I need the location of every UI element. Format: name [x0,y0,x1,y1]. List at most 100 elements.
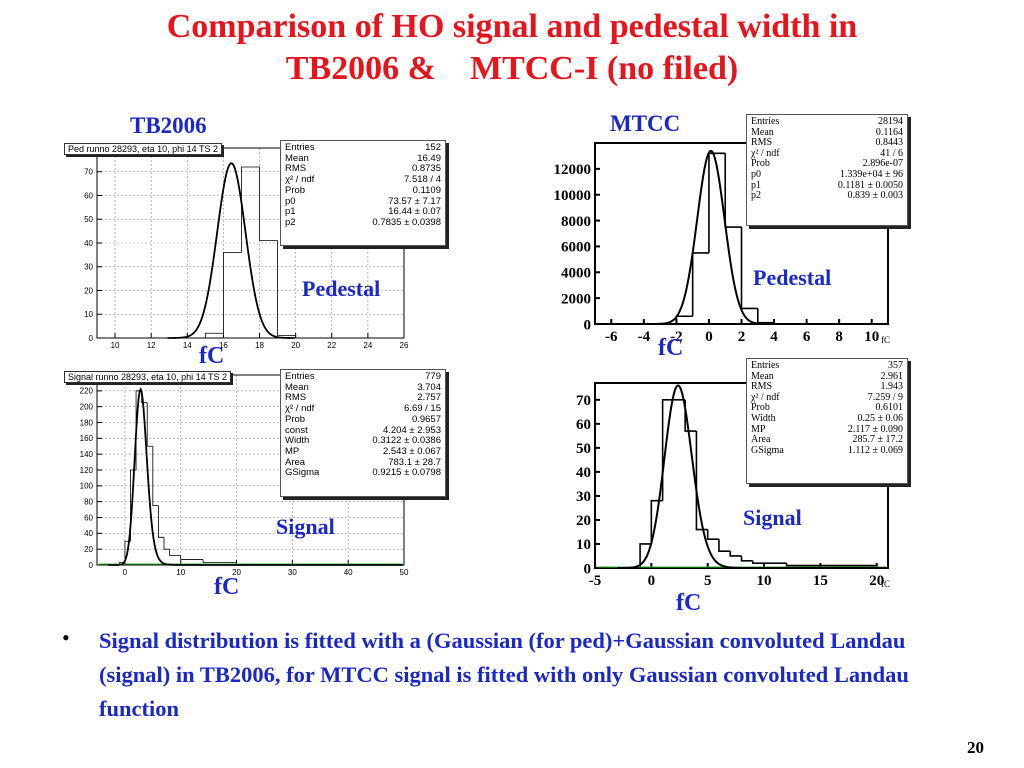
x-tick-label: 5 [704,573,712,589]
histogram-bin [146,402,153,447]
stats-key: p2 [751,190,761,202]
stats-key: MP [751,423,766,435]
x-axis-label-tb-sig: fC [214,574,240,600]
stats-key: Mean [751,370,774,382]
stats-row: χ² / ndf 6.69 / 15 [285,403,441,415]
x-tick-label: 30 [288,568,297,577]
stats-key: RMS [285,163,307,175]
x-tick-label: 10 [111,341,120,350]
x-tick-label: 15 [813,573,828,589]
stats-key: RMS [751,137,773,149]
stats-key: p1 [285,206,296,218]
stats-row: p1 0.1181 ± 0.0050 [751,179,903,192]
x-tick-label: -5 [589,573,602,589]
stats-key: Entries [285,371,315,382]
stats-row: GSigma 1.112 ± 0.069 [751,445,903,457]
x-tick-label: 20 [291,341,300,350]
stats-value: 28194 [878,116,903,127]
x-tick-label: -4 [638,329,651,345]
stats-row: MP 2.117 ± 0.090 [751,423,903,436]
stats-value: 0.839 ± 0.003 [847,190,904,202]
stats-value: 2.961 [880,370,904,382]
y-tick-label: 30 [576,489,591,505]
bullet-point-marker: • [62,625,70,650]
x-tick-label: 8 [835,329,843,345]
x-axis-corner-label: fC [881,335,890,345]
x-tick-label: 2 [738,329,746,345]
y-tick-label: 0 [584,317,592,333]
y-tick-label: 120 [80,466,94,475]
stats-value: 2.896e-07 [862,158,903,170]
x-tick-label: 0 [705,329,713,345]
y-tick-label: 20 [576,513,591,529]
histogram-bin [259,167,278,242]
stats-row: Area 285.7 ± 17.2 [751,435,903,446]
x-tick-label: 20 [869,573,884,589]
signal-label-mtcc: Signal [743,505,802,530]
fit-curve [649,149,772,325]
stats-key: χ² / ndf [751,147,780,159]
page-number: 20 [967,738,984,757]
stats-row: χ² / ndf 41 / 6 [751,147,903,160]
histogram-bin [751,560,787,564]
x-tick-label: 40 [344,568,353,577]
histogram-bin [202,559,237,564]
stats-value: 16.44 ± 0.07 [388,206,441,218]
stats-value: 357 [888,360,903,371]
stats-row: Area 783.1 ± 28.7 [285,456,441,469]
histogram-title-tb-sig: Signal runno 28293, eta 10, phi 14 TS 2 [64,371,231,383]
y-tick-label: 20 [84,286,93,295]
stats-key: GSigma [285,467,320,479]
x-tick-label: 22 [327,341,336,350]
stats-key: MP [285,445,300,457]
slide-title: Comparison of HO signal and pedestal wid… [0,6,1024,90]
y-tick-label: 12000 [554,162,592,178]
mtcc-label: MTCC [610,111,681,136]
stats-row: Entries 152 [285,142,441,154]
bullet-text: Signal distribution is fitted with a (Ga… [99,628,909,721]
x-tick-label: 0 [123,568,128,577]
y-tick-label: 50 [84,215,93,224]
histogram-bin [740,555,753,562]
stats-row: Entries 357 [751,360,903,372]
x-tick-label: 4 [770,329,778,345]
stats-row: Mean 16.49 [285,153,441,165]
y-tick-label: 70 [576,393,591,409]
x-axis-label-mtcc-sig: fC [676,590,702,616]
y-tick-label: 0 [89,334,94,343]
stats-key: Width [285,435,310,447]
y-tick-label: 40 [84,529,93,538]
stats-row: Width 0.3122 ± 0.0386 [285,436,441,447]
stats-row: Mean 2.961 [751,370,904,383]
stats-key: Mean [751,126,774,138]
stats-row: Prob 2.896e-07 [751,159,903,170]
y-tick-label: 20 [84,545,93,554]
stats-box-tb-sig: Entries 779 Mean 3.704 RMS 2.757 χ² / ndf 6.69 … [280,369,446,497]
y-tick-label: 4000 [561,266,591,282]
stats-row: p1 16.44 ± 0.07 [285,207,441,218]
y-tick-label: 60 [576,417,591,433]
x-tick-label: -6 [605,329,618,345]
stats-value: 783.1 ± 28.7 [388,456,441,468]
x-axis-label-tb-ped: fC [199,343,225,369]
histogram-bin [158,505,164,538]
stats-value: 1.339e+04 ± 96 [839,168,903,180]
x-tick-label: 20 [232,568,241,577]
stats-key: p1 [751,179,761,191]
stats-row: p0 1.339e+04 ± 96 [751,168,903,181]
stats-row: Entries 779 [285,371,441,383]
stats-key: χ² / ndf [285,403,315,415]
stats-key: Prob [751,158,770,170]
stats-key: RMS [751,381,773,393]
histogram-bin [695,431,708,531]
y-tick-label: 0 [584,561,592,577]
y-tick-label: 200 [80,402,94,411]
stats-value: 0.1164 [875,126,903,138]
y-tick-label: 50 [576,441,591,457]
y-tick-label: 180 [80,418,94,427]
stats-row: p2 0.7835 ± 0.0398 [285,217,441,229]
stats-row: Prob 0.1109 [285,185,441,197]
stats-key: Entries [751,116,780,127]
histogram-bin [706,529,719,540]
stats-value: 0.9657 [411,413,441,425]
